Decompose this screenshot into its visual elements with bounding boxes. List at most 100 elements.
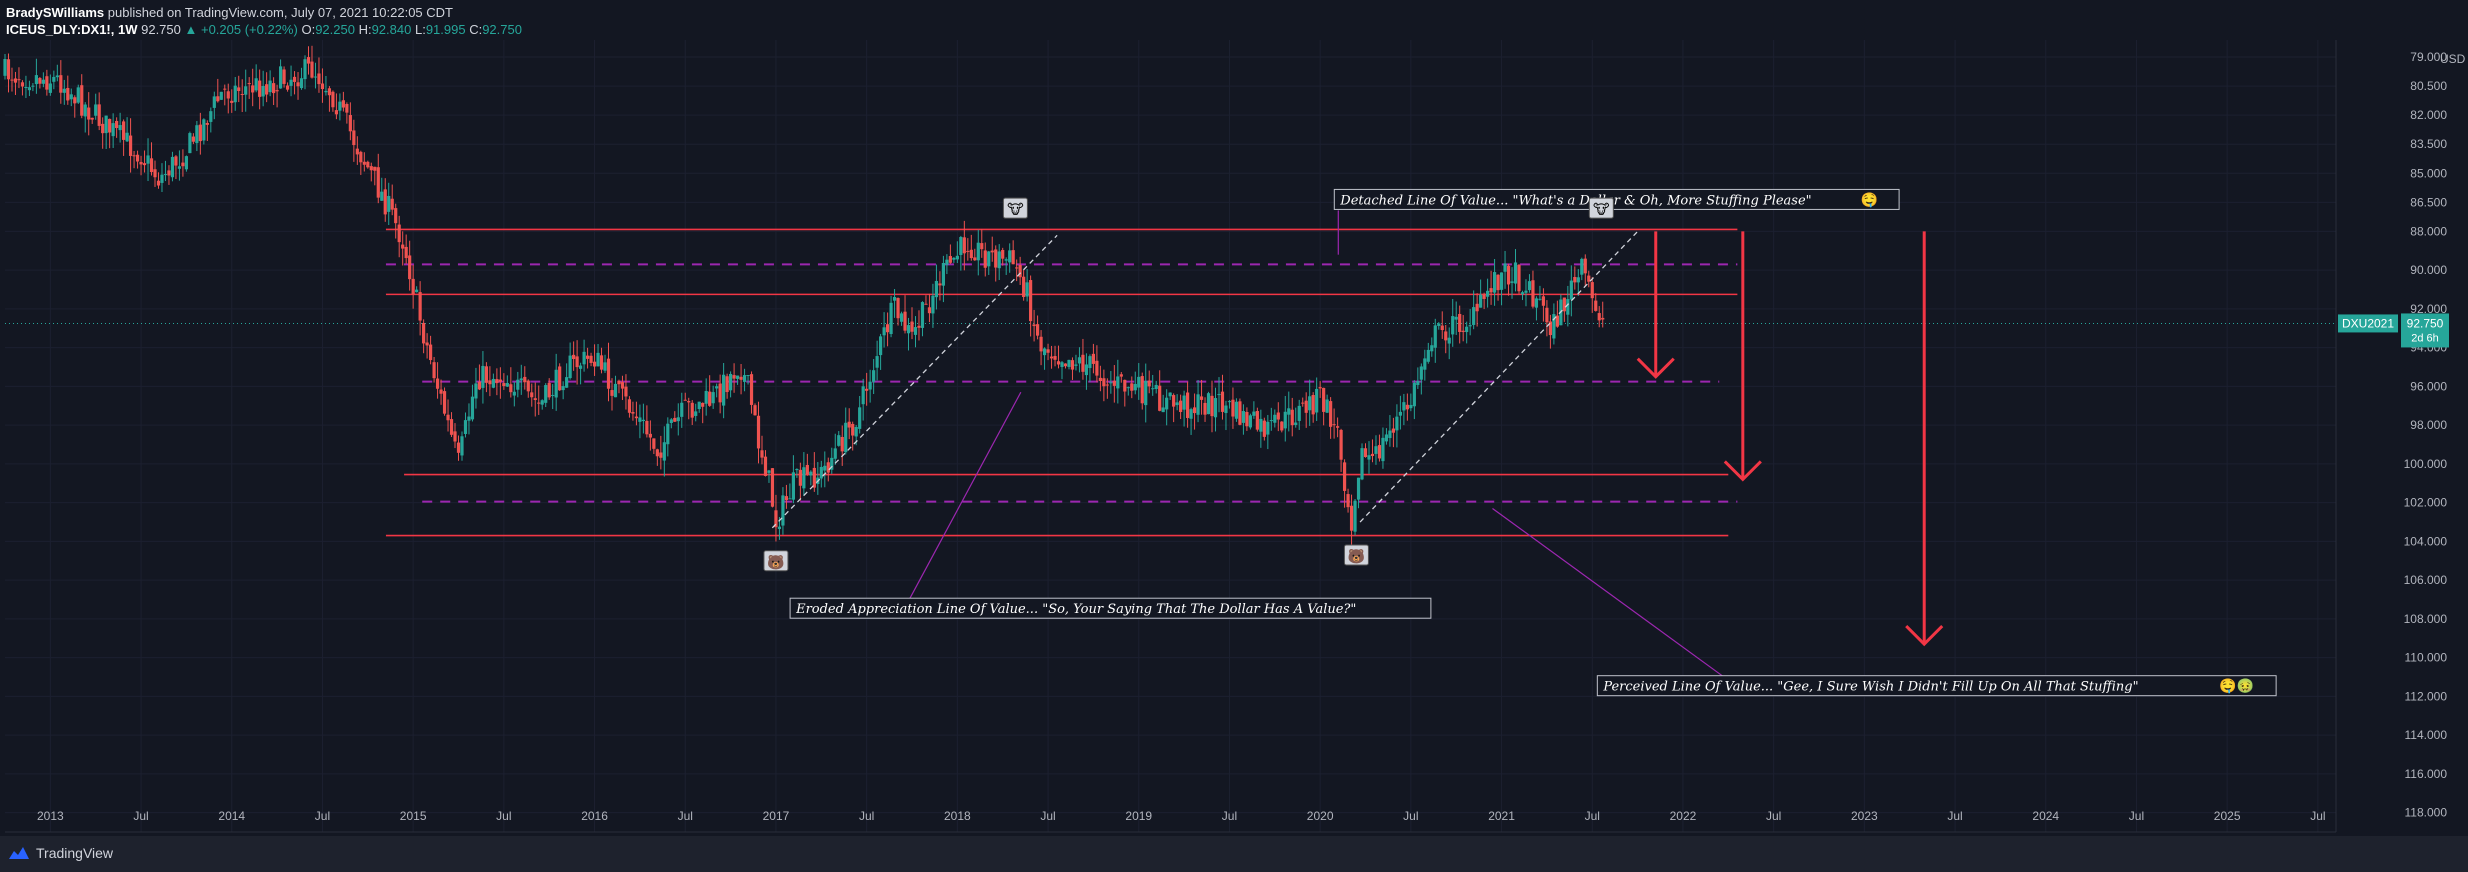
candle-body [408, 255, 412, 280]
candle-body [673, 417, 677, 422]
candle-body [41, 79, 45, 84]
brand-name: TradingView [36, 845, 114, 861]
candle-body [701, 402, 705, 407]
candle-body [1165, 397, 1169, 410]
candle-body [1022, 276, 1026, 298]
candle-body [1098, 377, 1102, 382]
candle-body [962, 237, 966, 254]
candle-body [1063, 363, 1068, 367]
candle-body [205, 122, 209, 125]
candle-body [1196, 394, 1200, 415]
candle-body [1458, 313, 1462, 332]
candle-body [3, 58, 7, 76]
candle-body [230, 100, 234, 103]
time-tick-label: Jul [1766, 809, 1781, 823]
candle-body [969, 249, 973, 259]
price-tick-label: 85.000 [2410, 166, 2447, 180]
tradingview-logo-icon [9, 847, 29, 859]
price-tick-label: 96.000 [2410, 379, 2447, 393]
candle-body [617, 380, 621, 385]
candle-body [439, 389, 443, 394]
candle-body [1349, 505, 1354, 531]
candle-body [1562, 297, 1566, 312]
candle-body [980, 243, 984, 250]
candle-body [24, 87, 28, 89]
candle-body [1015, 267, 1019, 269]
tradingview-logo[interactable]: TradingView [8, 845, 113, 861]
candle-body [690, 402, 694, 418]
candle-body [104, 115, 108, 134]
candle-body [1433, 325, 1437, 348]
candle-body [516, 379, 520, 390]
price-tick-label: 118.000 [2405, 806, 2448, 820]
candle-body [1538, 298, 1542, 300]
author-name[interactable]: BradySWilliams [6, 5, 105, 20]
candle-body [924, 303, 928, 305]
symbol-label[interactable]: ICEUS_DLY:DX1!, 1W [6, 22, 138, 37]
annotation-emoji: 🤤 [1861, 191, 1878, 208]
candle-body [585, 355, 590, 359]
candle-body [892, 297, 897, 301]
candle-body [359, 151, 363, 163]
candle-body [306, 57, 311, 64]
candlesticks [3, 45, 1605, 548]
candle-body [174, 156, 178, 166]
candle-body [1583, 258, 1587, 274]
candle-body [1102, 378, 1106, 387]
candle-body [885, 324, 890, 333]
candle-body [753, 405, 757, 416]
candle-body [278, 66, 283, 89]
marker-box [1588, 197, 1614, 219]
candle-body [627, 399, 632, 413]
candle-body [376, 167, 380, 198]
candle-body [1224, 405, 1228, 414]
candle-body [341, 100, 345, 108]
candle-body [634, 416, 639, 419]
candle-body [959, 237, 963, 255]
time-tick-label: Jul [1947, 809, 1962, 823]
time-tick-label: Jul [133, 809, 148, 823]
candle-body [994, 249, 998, 268]
candle-body [69, 94, 73, 100]
candle-body [1172, 395, 1176, 407]
candle-body [327, 88, 332, 96]
candle-body [387, 195, 391, 212]
candle-body [352, 130, 356, 146]
time-tick-label: 2020 [1307, 809, 1334, 823]
candle-body [432, 362, 436, 379]
candle-body [1004, 259, 1008, 261]
candle-body [854, 427, 858, 437]
header: BradySWilliams published on TradingView.… [0, 0, 2468, 40]
time-tick-label: 2021 [1488, 809, 1515, 823]
candle-body [320, 83, 325, 90]
candle-body [575, 356, 579, 368]
time-axis[interactable]: 2013 Jul 2014 Jul 2015 Jul 2016 Jul 2017 Jul 2018 J… [5, 809, 2336, 833]
candle-body [551, 394, 555, 396]
candle-body [313, 76, 318, 78]
time-tick-label: 2015 [400, 809, 427, 823]
candle-body [411, 278, 415, 295]
candle-body [498, 379, 502, 382]
candle-body [1304, 400, 1308, 413]
candle-body [805, 464, 809, 475]
candle-body [941, 262, 946, 286]
candle-body [770, 468, 775, 507]
time-tick-label: 2019 [1125, 809, 1152, 823]
candle-body [592, 361, 597, 367]
price-tick-label: 82.000 [2410, 108, 2447, 122]
candle-body [1032, 324, 1036, 327]
candle-body [456, 442, 461, 453]
candle-body [1126, 387, 1130, 389]
candle-body [1496, 274, 1500, 291]
candle-body [1060, 362, 1064, 367]
candle-body [645, 420, 649, 435]
candle-body [383, 189, 387, 215]
candle-body [1315, 388, 1319, 413]
candle-body [1262, 420, 1266, 437]
annotation-text: Detached Line Of Value... "What's a Doll… [1339, 193, 1811, 208]
candle-body [578, 365, 583, 369]
candle-body [1301, 402, 1305, 404]
